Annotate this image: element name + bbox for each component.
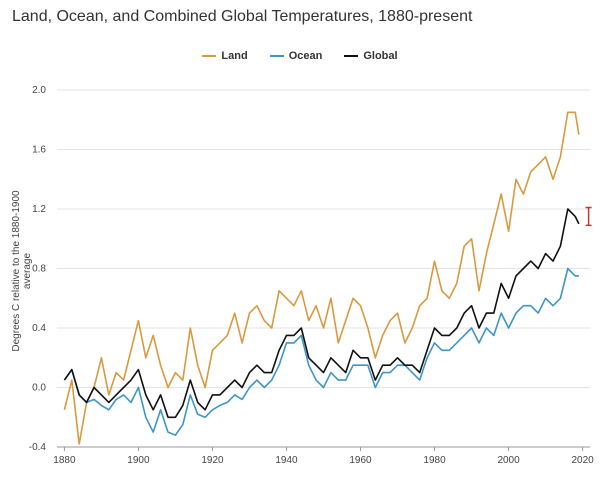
chart-title: Land, Ocean, and Combined Global Tempera… bbox=[12, 8, 473, 25]
legend-swatch-land bbox=[202, 55, 217, 57]
legend-item-ocean[interactable]: Ocean bbox=[269, 50, 323, 62]
x-tick-label: 1960 bbox=[349, 455, 372, 466]
legend-item-global[interactable]: Global bbox=[344, 50, 398, 62]
legend-swatch-ocean bbox=[269, 55, 284, 57]
legend-label-global: Global bbox=[363, 50, 398, 62]
legend-item-land[interactable]: Land bbox=[202, 50, 248, 62]
y-tick-label: -0.4 bbox=[29, 442, 47, 453]
series-line-global bbox=[63, 208, 580, 419]
legend-label-land: Land bbox=[221, 50, 248, 62]
y-tick-label: 2.0 bbox=[32, 85, 46, 96]
x-tick-label: 1880 bbox=[53, 455, 76, 466]
legend: Land Ocean Global bbox=[0, 50, 600, 62]
x-tick-label: 1920 bbox=[201, 455, 224, 466]
x-tick-label: 2020 bbox=[571, 455, 594, 466]
y-tick-label: 1.6 bbox=[32, 145, 46, 156]
y-tick-label: 0.0 bbox=[32, 383, 46, 394]
x-tick-label: 1900 bbox=[127, 455, 150, 466]
x-tick-label: 1980 bbox=[423, 455, 446, 466]
series-line-ocean bbox=[63, 267, 579, 436]
legend-label-ocean: Ocean bbox=[288, 50, 323, 62]
y-tick-label: 1.2 bbox=[32, 204, 46, 215]
y-tick-label: 0.4 bbox=[32, 323, 46, 334]
legend-swatch-global bbox=[344, 55, 359, 57]
x-tick-label: 2000 bbox=[497, 455, 520, 466]
x-tick-label: 1940 bbox=[275, 455, 298, 466]
y-tick-label: 0.8 bbox=[32, 264, 46, 275]
series-line-land bbox=[63, 111, 580, 445]
